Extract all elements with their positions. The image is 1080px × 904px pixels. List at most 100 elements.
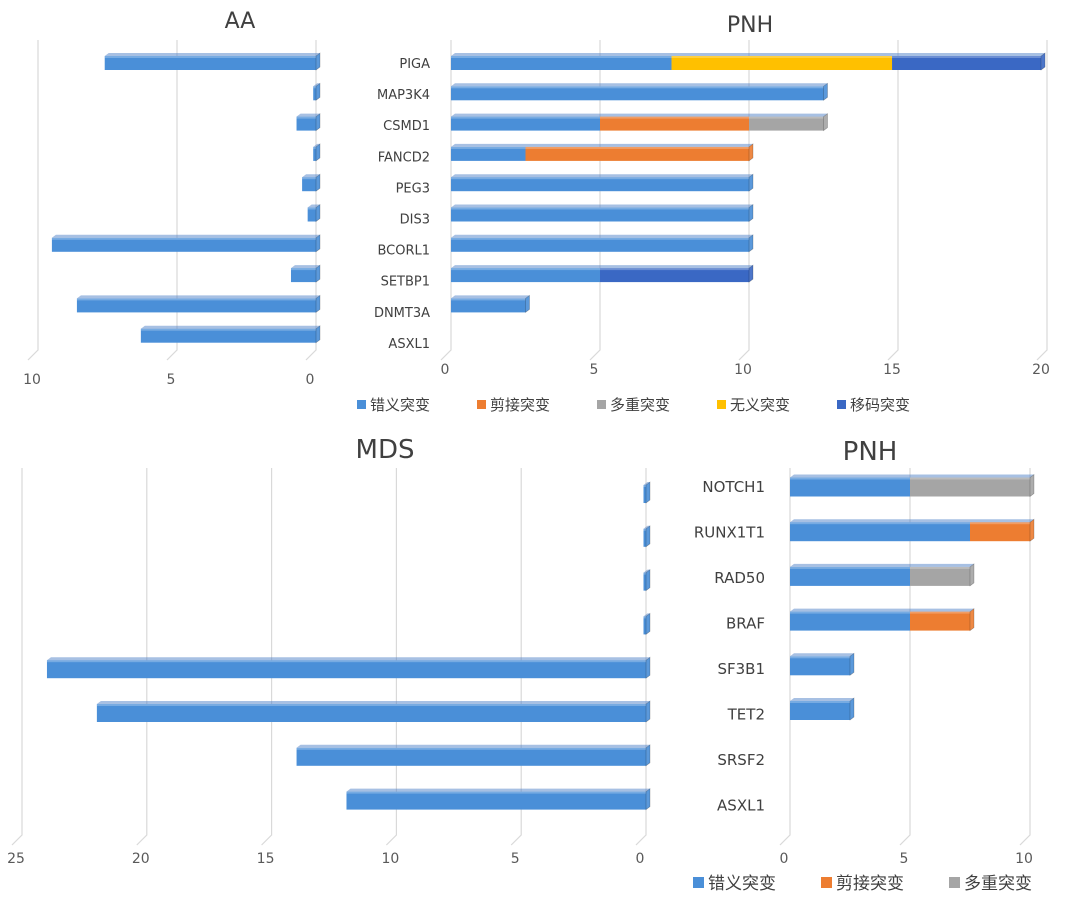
bar-segment [346, 791, 646, 810]
bar-top-face [451, 265, 753, 269]
legend-swatch [693, 877, 704, 888]
legend-label: 错义突变 [708, 874, 776, 894]
bar-segment [600, 116, 749, 131]
bar-segment [451, 237, 749, 252]
x-tick-label: 0 [441, 362, 450, 378]
bar-highlight [790, 566, 910, 569]
bar-segment [892, 56, 1042, 70]
legend-label: 剪接突变 [836, 874, 904, 894]
bar-end-cap [525, 294, 530, 313]
x-tick-label: 10 [23, 372, 41, 388]
gridline [1036, 40, 1048, 361]
legend-swatch [597, 400, 606, 409]
x-tick-label: 0 [780, 851, 789, 867]
category-label: DNMT3A [374, 306, 430, 321]
bar-segment [790, 477, 910, 497]
chart-title: PNH [843, 437, 898, 467]
category-label: BCORL1 [377, 244, 430, 259]
bar-segment [790, 611, 910, 631]
category-label: RUNX1T1 [694, 524, 765, 542]
bar-highlight [643, 528, 646, 531]
x-tick-label: 5 [167, 372, 176, 388]
bar-segment [313, 146, 316, 161]
bar-top-face [46, 657, 650, 661]
bar-segment [790, 522, 970, 542]
bar-end-cap [315, 52, 321, 71]
bar-top-face [643, 525, 650, 529]
bar-highlight [302, 177, 316, 180]
bar-top-face [76, 295, 320, 299]
bar-top-face [790, 563, 974, 567]
legend-swatch [821, 877, 832, 888]
gridline [899, 468, 911, 846]
gridline [166, 40, 178, 361]
bar-highlight [76, 298, 316, 301]
chart-title: MDS [356, 435, 415, 465]
bar-top-face [790, 653, 854, 657]
category-label: CSMD1 [383, 119, 430, 134]
bar-top-face [104, 53, 320, 56]
bar-end-cap [315, 82, 321, 101]
bar-segment [451, 116, 600, 131]
bar-end-cap [315, 113, 321, 132]
bar-end-cap [748, 203, 754, 223]
bar-segment [296, 747, 646, 766]
legend-label: 移码突变 [850, 396, 910, 414]
x-tick-label: 5 [590, 362, 599, 378]
bar-segment [749, 116, 824, 131]
chart-0: 0 5 10 AA [23, 9, 321, 388]
bar-end-cap [849, 697, 855, 721]
bar-highlight [749, 116, 824, 119]
bar-end-cap [823, 82, 828, 101]
legend-swatch [717, 400, 726, 409]
bar-top-face [290, 265, 320, 269]
gridline [440, 40, 452, 361]
bar-highlight [451, 146, 526, 149]
bar-highlight [96, 704, 646, 706]
bar-highlight [296, 747, 646, 750]
chart-title: PNH [727, 13, 773, 38]
x-tick-label: 15 [883, 362, 901, 378]
bar-segment [970, 522, 1030, 542]
bar-top-face [451, 295, 530, 299]
legend-swatch [949, 877, 960, 888]
gridline [261, 468, 273, 846]
bar-segment [104, 56, 316, 70]
legend-label: 无义突变 [730, 396, 790, 414]
bar-end-cap [969, 563, 975, 587]
bar-highlight [346, 791, 646, 794]
category-label: BRAF [726, 615, 765, 633]
legend-label: 剪接突变 [490, 396, 550, 414]
legend-label: 多重突变 [964, 874, 1032, 894]
bar-end-cap [315, 173, 321, 192]
gridline [738, 40, 750, 361]
bar-top-face [451, 234, 753, 238]
bar-highlight [790, 701, 850, 703]
x-tick-label: 0 [306, 372, 315, 388]
x-tick-label: 20 [1032, 362, 1050, 378]
bar-segment [51, 237, 317, 252]
chart-3: 0 5 10 PNH NOTCH1 RUNX1T1 RAD50 BRAF SF3B1 TET2 SR… [693, 437, 1035, 894]
chart-2: 0 5 10 15 20 25 MDS [7, 435, 651, 867]
bar-end-cap [969, 608, 975, 632]
gridline [635, 468, 647, 846]
bar-segment [302, 177, 316, 192]
bar-top-face [313, 83, 320, 87]
bar-highlight [313, 86, 316, 89]
bar-end-cap [748, 264, 754, 283]
bar-end-cap [849, 652, 855, 676]
x-tick-label: 10 [734, 362, 752, 378]
bar-highlight [790, 477, 910, 480]
x-tick-label: 15 [257, 851, 275, 867]
x-tick-label: 20 [132, 851, 150, 867]
category-label: NOTCH1 [702, 478, 765, 496]
bar-top-face [96, 701, 650, 704]
bar-end-cap [748, 234, 754, 253]
gridline [305, 40, 317, 361]
bar-segment [451, 56, 672, 70]
bar-highlight [671, 56, 893, 58]
bar-top-face [451, 113, 828, 117]
bar-segment [790, 566, 910, 586]
bar-highlight [790, 656, 850, 659]
